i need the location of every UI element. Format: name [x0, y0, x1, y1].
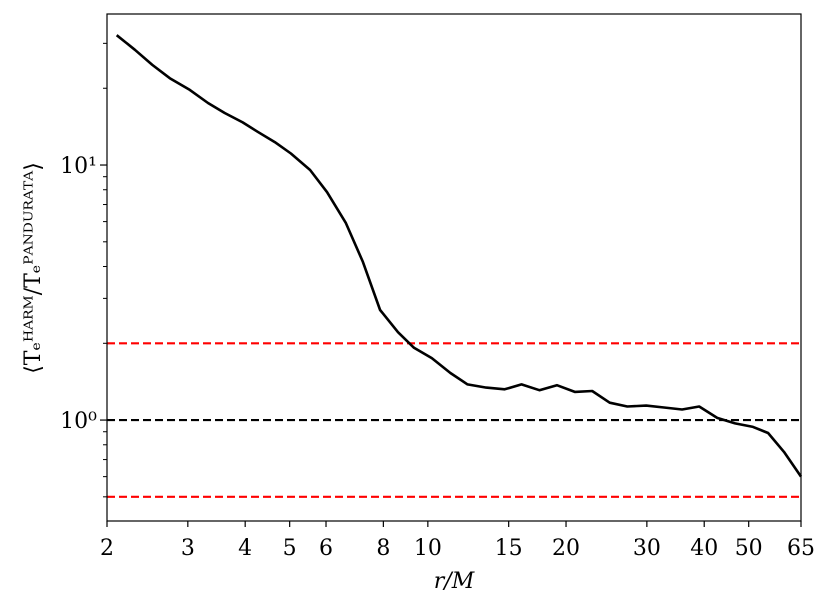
x-tick-label: 3: [181, 536, 195, 561]
y-tick-label: 10¹: [60, 154, 97, 179]
x-tick-label: 15: [495, 536, 523, 561]
plot-frame: [106, 13, 802, 522]
x-tick-label: 65: [787, 536, 815, 561]
data-line: [115, 34, 803, 478]
x-tick-label: 20: [552, 536, 580, 561]
x-tick-label: 10: [414, 536, 442, 561]
x-tick-label: 4: [238, 536, 252, 561]
y-axis-label: ⟨Tₑᴴᴬᴿᴹ/Tₑᴾᴬᴺᴰᵁᴿᴬᵀᴬ⟩: [21, 162, 46, 374]
x-tick-label: 2: [100, 536, 114, 561]
x-tick-label: 5: [283, 536, 297, 561]
x-tick-label: 30: [633, 536, 661, 561]
x-axis-label: r/M: [434, 569, 475, 594]
x-tick-label: 8: [376, 536, 390, 561]
y-tick-label: 10⁰: [60, 409, 97, 434]
x-tick-label: 50: [735, 536, 763, 561]
x-tick-label: 40: [690, 536, 718, 561]
x-tick-label: 6: [319, 536, 333, 561]
